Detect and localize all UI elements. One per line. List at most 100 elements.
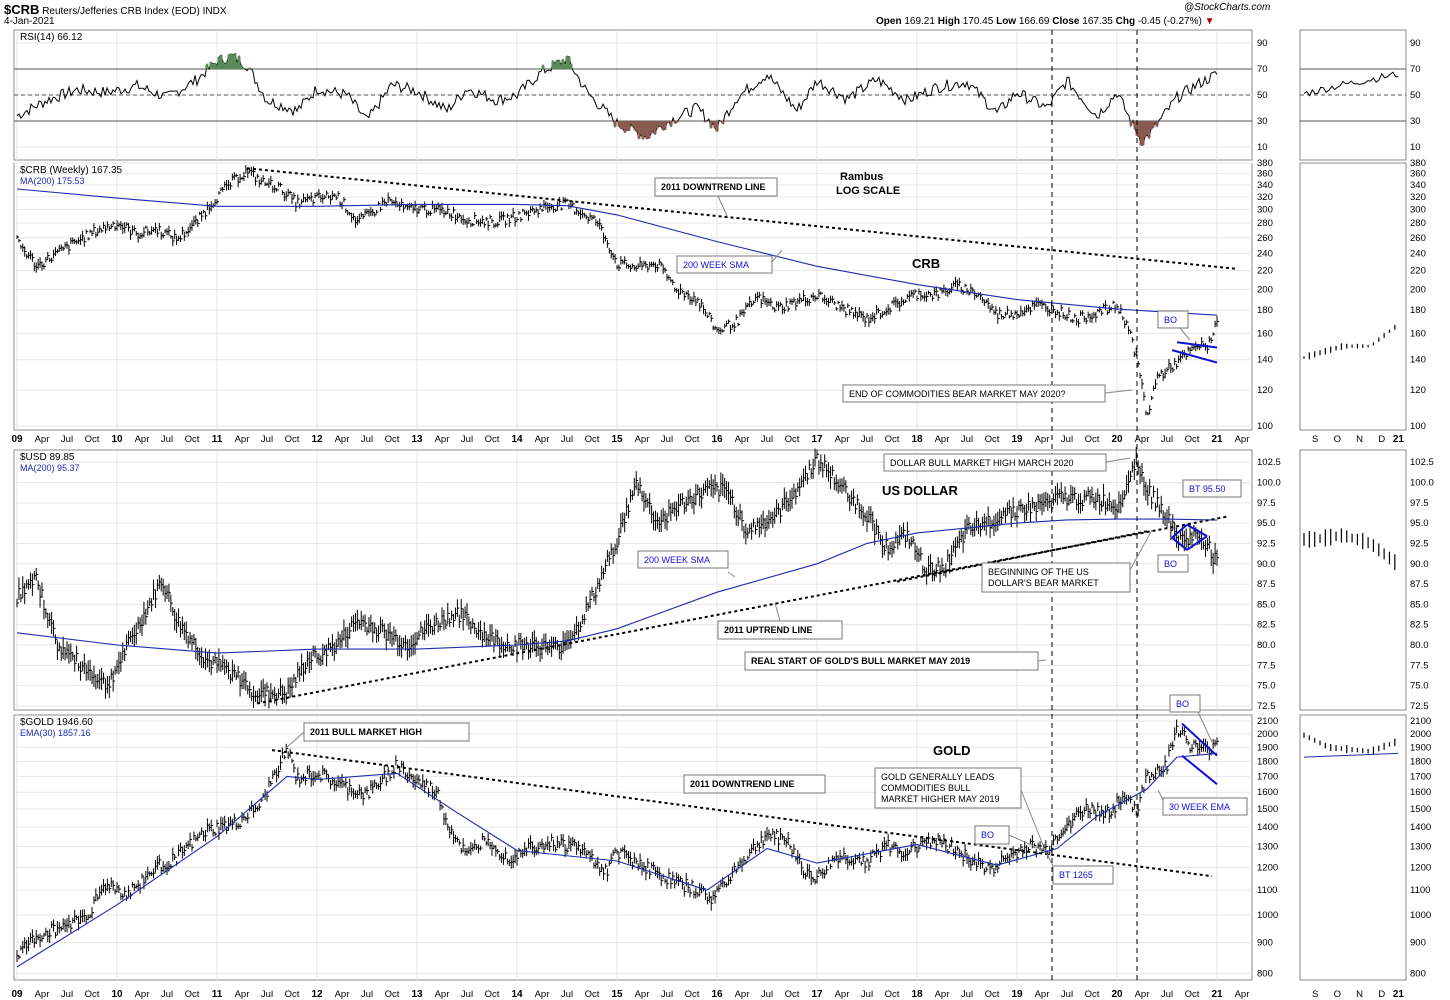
ma-legend: MA(200) 95.37 [20,463,80,473]
x-tick-label: Jul [161,989,173,1000]
side-y-tick-label: 10 [1410,142,1421,153]
price-legend: $CRB (Weekly) 167.35 [20,165,123,176]
gold-bull-high-callout: 2011 BULL MARKET HIGH [303,722,470,742]
ma-legend: EMA(30) 1857.16 [20,728,91,738]
side-panel-frame [1299,714,1407,981]
usd-high-leader [1105,457,1131,463]
side-y-tick-label: 340 [1410,180,1426,191]
x-tick-label: Apr [1135,989,1150,1000]
usd-begin-bear-callout-box [981,562,1131,593]
x-tick-label: Jul [161,434,173,445]
gold-leads-callout-box [874,767,1022,809]
side-y-tick-label: 92.5 [1410,538,1429,549]
side-y-tick-label: 260 [1410,233,1426,244]
x-tick-label: 09 [11,989,23,1000]
x-tick-label: Jul [261,434,273,445]
x-tick-label: Jul [561,434,573,445]
high-value: 170.45 [962,16,994,27]
crb-sma-callout: 200 WEEK SMA [676,255,773,274]
side-y-tick-label: 80.0 [1410,640,1429,651]
x-tick-label: Oct [1185,434,1200,445]
x-tick-label: Jul [1061,434,1073,445]
gold-ema-leader [1157,789,1164,801]
x-tick-label: Apr [335,434,350,445]
x-tick-label: Jul [961,989,973,1000]
side-x-tick-label: N [1356,989,1363,1000]
side-y-tick-label: 30 [1410,116,1421,127]
side-y-tick-label: 87.5 [1410,579,1429,590]
usd-begin-bear-leader [1129,529,1153,571]
usd-sma-callout-text: 200 WEEK SMA [644,555,710,565]
y-tick-label: 320 [1257,192,1273,203]
x-tick-label: Apr [35,989,50,1000]
crb-downtrend-callout: 2011 DOWNTREND LINE [654,177,778,197]
side-x-tick-label: N [1356,434,1363,445]
x-tick-label: Jul [661,434,673,445]
usd-bo-callout: BO [1157,554,1189,573]
y-tick-label: 90.0 [1257,559,1276,570]
x-tick-label: Oct [1085,434,1100,445]
y-tick-label: 30 [1257,116,1268,127]
x-tick-label: 17 [811,989,823,1000]
trendline [246,167,1238,270]
gold-ema-callout-text: 30 WEEK EMA [1169,802,1230,812]
y-tick-label: 100 [1257,421,1273,432]
gold-downtrend-callout-text: 2011 DOWNTREND LINE [690,779,795,789]
y-tick-label: 380 [1257,158,1273,169]
rsi-legend: RSI(14) 66.12 [20,32,83,43]
x-tick-label: 14 [511,989,523,1000]
crb-bo-callout-box [1157,310,1189,329]
x-tick-label: Apr [835,434,850,445]
side-y-tick-label: 85.0 [1410,599,1429,610]
x-tick-label: 13 [411,434,423,445]
side-y-tick-label: 1900 [1410,742,1431,753]
x-tick-label: 10 [111,434,123,445]
y-tick-label: 1100 [1257,885,1277,896]
open-value: 169.21 [904,16,935,27]
x-tick-label: Apr [1235,989,1250,1000]
side-x-tick-label: S [1312,434,1318,445]
x-tick-label: Apr [1135,434,1150,445]
x-tick-label: Oct [1085,989,1100,1000]
x-tick-label: Oct [985,989,1000,1000]
change-value: -0.45 (-0.27%) [1137,16,1202,27]
y-tick-label: 180 [1257,305,1273,316]
rambus-label: Rambus [840,171,883,183]
gold-real-start-callout-text: REAL START OF GOLD'S BULL MARKET MAY 201… [751,656,970,666]
x-tick-label: 16 [711,989,723,1000]
side-y-tick-label: 1700 [1410,771,1431,782]
y-tick-label: 75.0 [1257,681,1276,692]
side-y-tick-label: 220 [1410,266,1426,277]
ma-legend: MA(200) 175.53 [20,176,85,186]
side-y-tick-label: 240 [1410,249,1426,260]
y-tick-label: 72.5 [1257,701,1276,712]
crb-sma-callout-box [676,255,773,274]
x-tick-label: 09 [11,434,23,445]
crb-end-bear-callout-box [842,384,1106,403]
x-tick-label: 17 [811,434,823,445]
x-tick-label: Jul [1061,989,1073,1000]
y-tick-label: 160 [1257,328,1273,339]
usd-high-callout-text: DOLLAR BULL MARKET HIGH MARCH 2020 [890,458,1074,468]
x-tick-label: 14 [511,434,523,445]
x-tick-label: 11 [212,434,223,445]
crb-downtrend-callout-box [654,177,778,197]
side-panel-frame [1299,162,1407,431]
y-tick-label: 1700 [1257,771,1278,782]
side-moving-average-line [1303,752,1399,758]
gold-leads-callout-text: COMMODITIES BULL [881,783,971,793]
x-tick-label: Apr [535,434,550,445]
index-name: Reuters/Jefferies CRB Index (EOD) [42,6,200,17]
usd-sma-callout: 200 WEEK SMA [637,550,729,569]
y-tick-label: 1900 [1257,742,1278,753]
trendline [271,749,1213,878]
side-y-tick-label: 1400 [1410,822,1431,833]
y-tick-label: 280 [1257,218,1273,229]
moving-average-line [16,188,1218,316]
y-tick-label: 1600 [1257,787,1278,798]
moving-average-line [16,518,1218,654]
gold-downtrend-callout: 2011 DOWNTREND LINE [683,774,826,794]
x-tick-label: Oct [185,434,200,445]
